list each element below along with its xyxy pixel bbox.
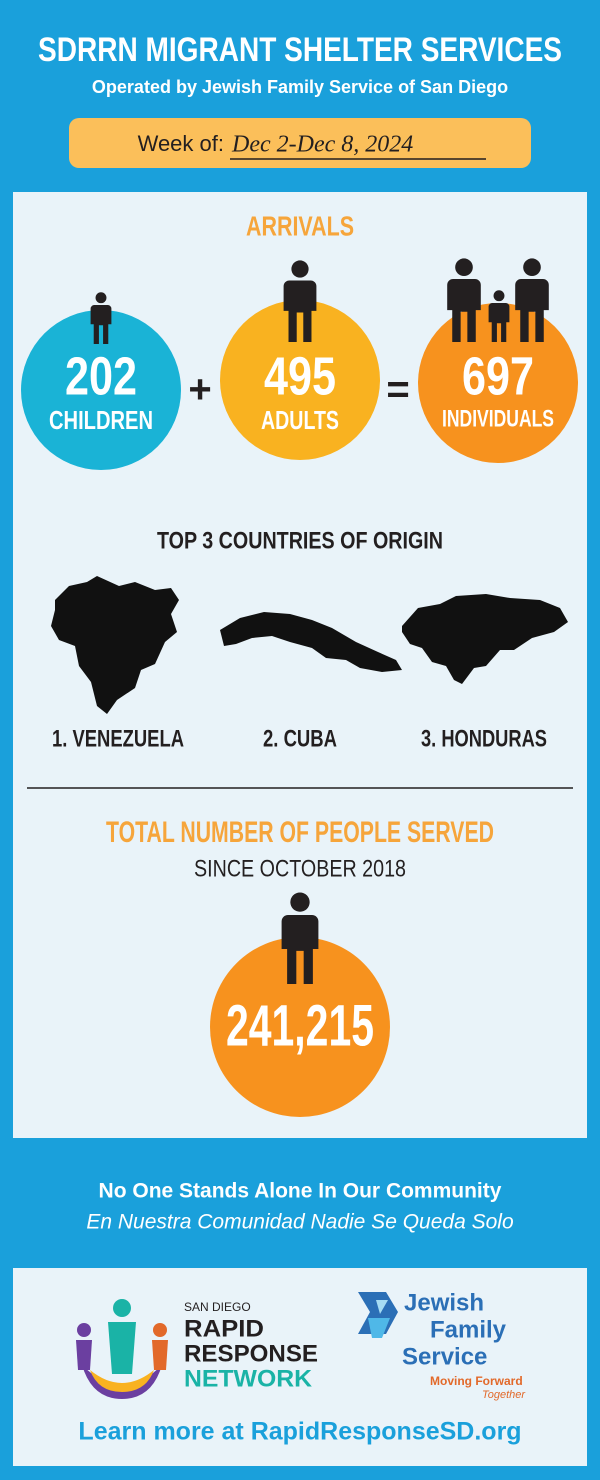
jfs-line-2: Family [430, 1316, 507, 1343]
total-circle [210, 937, 390, 1117]
plus: + [188, 368, 211, 412]
jfs-tagline-2: Together [482, 1389, 526, 1401]
jfs-line-1: Jewish [404, 1289, 484, 1316]
jfs-tagline-1: Moving Forward [430, 1374, 523, 1388]
week-label: Week of: [138, 131, 224, 156]
title: SDRRN MIGRANT SHELTER SERVICES [38, 31, 562, 69]
cuba-map [220, 612, 402, 672]
honduras-map [402, 594, 568, 684]
children-value: 202 [65, 346, 137, 406]
country-1: 1. VENEZUELA [52, 725, 184, 752]
tagline-es: En Nuestra Comunidad Nadie Se Queda Solo [86, 1211, 514, 1234]
jfs-line-3: Service [402, 1343, 487, 1370]
subtitle: Operated by Jewish Family Service of San… [92, 77, 508, 97]
individuals-value: 697 [462, 346, 534, 406]
country-2: 2. CUBA [263, 725, 337, 752]
sdrrn-line-3: RESPONSE [184, 1340, 318, 1367]
equals: = [386, 368, 409, 412]
sdrrn-line-2: RAPID [184, 1315, 264, 1342]
jfs-logo-mark [358, 1292, 398, 1338]
arrivals-title: ARRIVALS [246, 210, 354, 241]
individuals-circle [418, 303, 578, 463]
tagline-en: No One Stands Alone In Our Community [99, 1180, 502, 1203]
logo-panel [13, 1268, 587, 1466]
children-label: CHILDREN [49, 405, 153, 435]
countries-title: TOP 3 COUNTRIES OF ORIGIN [157, 527, 443, 554]
individuals-label: INDIVIDUALS [442, 405, 554, 432]
sdrrn-line-4: NETWORK [184, 1365, 313, 1392]
children-circle [21, 310, 181, 470]
adults-value: 495 [264, 346, 336, 406]
adults-label: ADULTS [261, 405, 339, 435]
sdrrn-line-1: SAN DIEGO [184, 1300, 251, 1314]
adults-circle [220, 300, 380, 460]
total-subtitle: SINCE OCTOBER 2018 [194, 855, 406, 882]
week-box [69, 118, 531, 168]
total-value: 241,215 [226, 993, 374, 1058]
total-title: TOTAL NUMBER OF PEOPLE SERVED [106, 816, 494, 849]
footer-link[interactable]: Learn more at RapidResponseSD.org [78, 1418, 521, 1446]
venezuela-map [51, 576, 179, 714]
sdrrn-logo-mark [76, 1299, 168, 1399]
week: Dec 2-Dec 8, 2024 [231, 132, 413, 158]
country-3: 3. HONDURAS [421, 725, 547, 752]
